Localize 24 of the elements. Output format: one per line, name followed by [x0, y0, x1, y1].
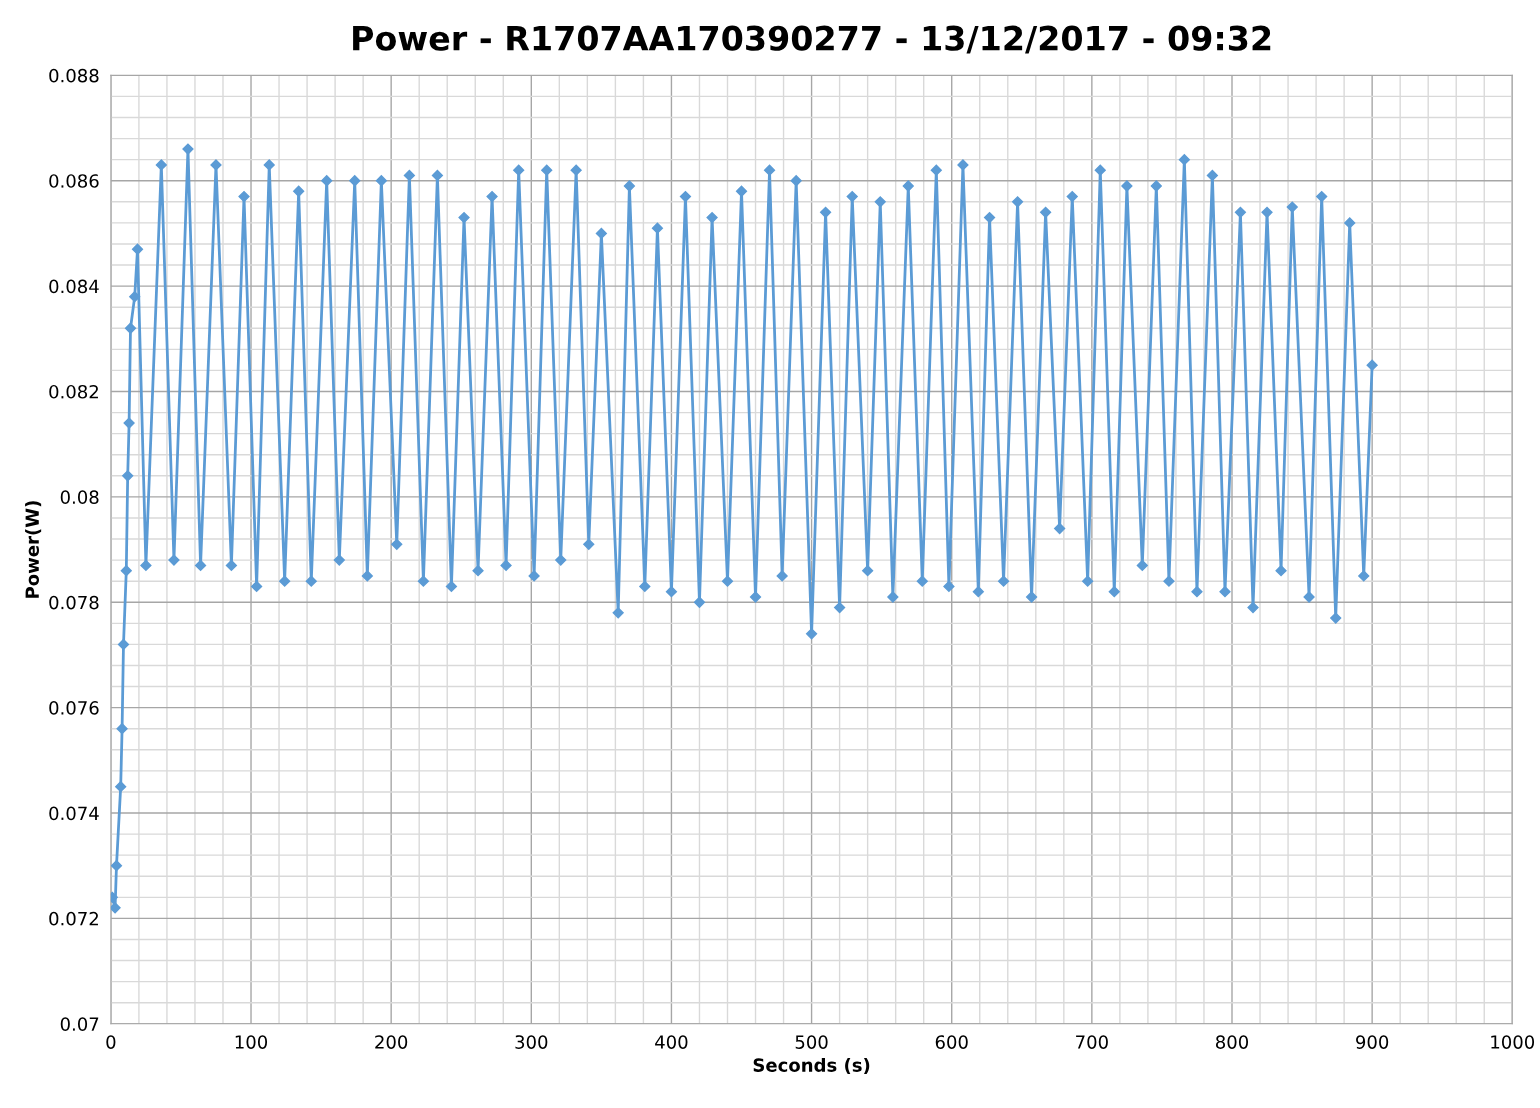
y-tick-label: 0.072: [49, 911, 98, 926]
y-tick-label: 0.082: [49, 384, 98, 399]
x-tick-label: 0: [106, 1035, 116, 1049]
y-tick-label: 0.086: [49, 174, 99, 188]
y-tick-label: 0.088: [49, 68, 99, 83]
x-tick-label: 100: [235, 1035, 268, 1049]
x-tick-label: 700: [1076, 1035, 1108, 1049]
chart-title: Power - R1707AA170390277 - 13/12/2017 - 09:32: [353, 25, 1271, 54]
x-tick-label: 600: [935, 1035, 968, 1049]
y-tick-label: 0.076: [49, 701, 99, 715]
y-axis-title: Power(W): [25, 501, 42, 598]
y-tick-label: 0.078: [49, 595, 99, 610]
x-tick-label: 500: [795, 1035, 828, 1049]
y-tick-label: 0.084: [49, 279, 99, 294]
x-tick-label: 900: [1356, 1035, 1389, 1049]
x-tick-label: 300: [515, 1035, 548, 1049]
x-tick-label: 400: [655, 1035, 688, 1049]
x-tick-label: 800: [1215, 1035, 1249, 1049]
x-tick-label: 1000: [1491, 1035, 1535, 1049]
y-tick-label: 0.074: [49, 806, 99, 821]
y-tick-label: 0.08: [60, 490, 99, 504]
y-tick-label: 0.07: [60, 1017, 99, 1031]
x-tick-label: 200: [375, 1035, 408, 1049]
x-axis-title: Seconds (s): [753, 1057, 870, 1075]
